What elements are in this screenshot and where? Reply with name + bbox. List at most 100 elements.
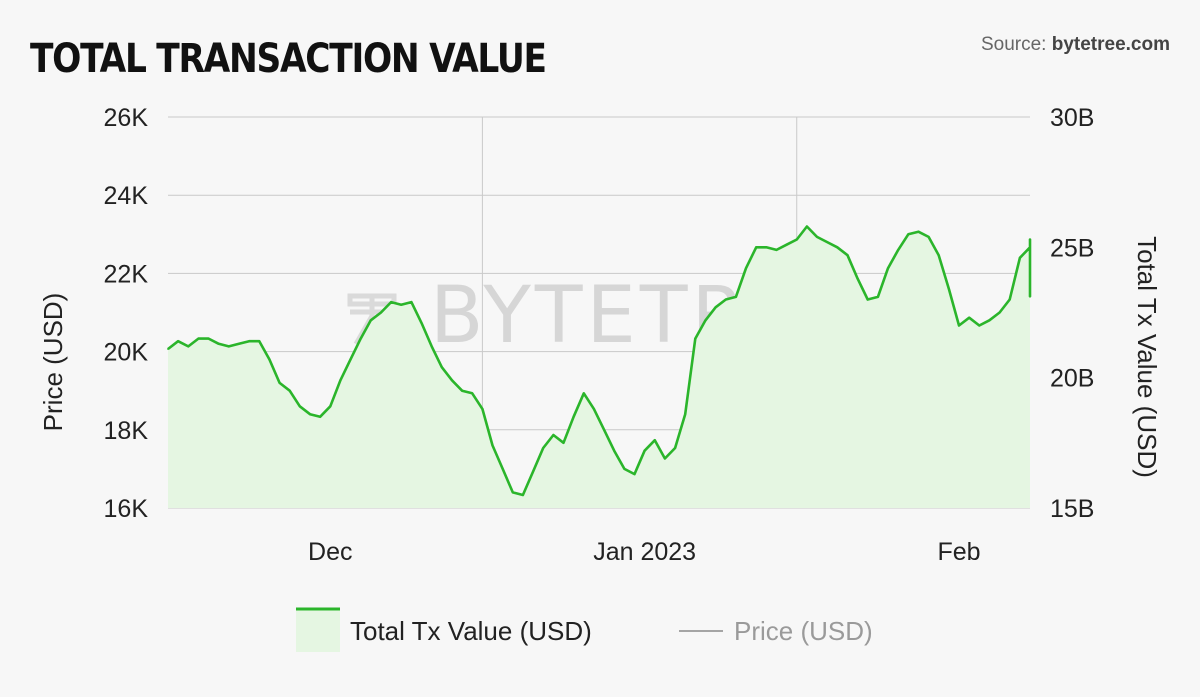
tx-value-point <box>248 340 251 343</box>
legend: Total Tx Value (USD) Price (USD) <box>296 607 873 652</box>
left-tick-label: 26K <box>104 104 149 132</box>
chart-title: TOTAL TRANSACTION VALUE <box>30 36 547 82</box>
right-tick-label: 20B <box>1050 365 1094 393</box>
tx-value-point <box>359 337 362 340</box>
tx-value-point <box>369 319 372 322</box>
tx-value-point <box>968 316 971 319</box>
tx-value-point <box>765 246 768 249</box>
tx-value-point <box>197 337 200 340</box>
tx-value-point <box>887 267 889 270</box>
tx-value-point <box>988 319 991 322</box>
tx-value-point <box>643 449 646 452</box>
tx-value-point <box>877 296 879 298</box>
left-tick-label: 24K <box>104 182 149 210</box>
tx-value-point <box>1008 298 1011 301</box>
tx-value-point <box>836 246 839 249</box>
x-tick-label: Jan 2023 <box>593 538 696 566</box>
right-tick-label: 15B <box>1050 495 1094 523</box>
tx-value-point <box>735 296 737 298</box>
tx-value-point <box>816 236 818 238</box>
right-axis-title: Total Tx Value (USD) <box>1132 236 1162 478</box>
tx-value-point <box>907 233 910 236</box>
tx-value-point <box>593 408 595 410</box>
tx-value-point <box>866 298 869 301</box>
tx-value-point <box>238 342 240 345</box>
tx-value-point <box>532 470 534 473</box>
x-tick-label: Dec <box>308 538 352 566</box>
tx-value-point <box>278 382 281 384</box>
tx-value-point <box>978 324 981 327</box>
tx-value-point <box>714 306 717 309</box>
source-credit: Source: bytetree.com <box>981 34 1170 56</box>
legend-tx-label: Total Tx Value (USD) <box>350 616 592 646</box>
x-tick-label: Feb <box>937 538 980 566</box>
tx-value-point <box>187 345 190 348</box>
tx-value-point <box>552 434 555 436</box>
tx-value-point <box>167 348 169 350</box>
tx-value-point <box>948 288 950 290</box>
tx-value-point <box>917 230 920 233</box>
tx-value-point <box>390 301 392 303</box>
tx-value-point <box>298 405 301 408</box>
tx-value-point <box>410 301 413 303</box>
tx-value-point <box>998 311 1001 314</box>
tx-value-point <box>451 379 453 382</box>
tx-value-point <box>623 468 626 470</box>
tx-value-point <box>1029 243 1031 246</box>
tx-value-point <box>572 415 575 418</box>
tx-value-point <box>897 249 900 251</box>
legend-tx-swatch <box>296 608 340 652</box>
right-tick-label: 30B <box>1050 104 1094 132</box>
tx-value-point <box>1019 256 1021 259</box>
left-axis-title: Price (USD) <box>38 293 68 432</box>
left-tick-label: 22K <box>104 260 149 288</box>
tx-value-point <box>613 449 616 452</box>
tx-value-point <box>1029 264 1031 267</box>
tx-value-point <box>958 324 960 327</box>
series-layer <box>167 225 1032 508</box>
tx-value-point <box>562 441 565 444</box>
left-tick-label: 18K <box>104 417 149 445</box>
tx-value-point <box>653 439 656 442</box>
tx-value-point <box>440 366 443 369</box>
tx-value-point <box>1029 272 1031 275</box>
tx-value-point <box>329 405 332 408</box>
tx-value-point <box>806 225 808 228</box>
tx-value-point <box>420 322 423 324</box>
tx-value-point <box>704 319 707 322</box>
tx-value-point <box>684 413 687 416</box>
tx-value-point <box>258 340 261 343</box>
tx-value-point <box>309 413 311 416</box>
tx-value-point <box>349 358 352 361</box>
tx-value-point <box>795 238 798 241</box>
tx-value-area <box>168 226 1030 508</box>
tx-value-point <box>745 267 747 270</box>
tx-value-point <box>846 254 849 257</box>
tx-value-point <box>400 303 403 306</box>
tx-value-point <box>1029 246 1031 249</box>
tx-value-point <box>227 345 230 348</box>
right-tick-label: 25B <box>1050 234 1094 262</box>
legend-price-label: Price (USD) <box>734 616 873 646</box>
tx-value-point <box>542 447 545 449</box>
tx-value-point <box>937 254 940 257</box>
tx-value-point <box>339 379 342 382</box>
source-link[interactable]: bytetree.com <box>1051 34 1170 55</box>
tx-value-point <box>1029 238 1031 241</box>
tx-value-point <box>674 447 676 449</box>
tx-value-point <box>927 236 930 238</box>
tx-value-point <box>775 249 778 251</box>
axes: 26K 24K 22K 20K 18K 16K 30B 25B 20B 15B Dec Jan 202… <box>38 104 1162 566</box>
left-tick-label: 16K <box>104 495 149 523</box>
tx-value-point <box>856 277 859 280</box>
tx-value-point <box>207 337 210 340</box>
source-prefix: Source: <box>980 34 1047 55</box>
tx-value-point <box>755 246 758 249</box>
tx-value-point <box>491 444 494 447</box>
tx-value-point <box>461 389 463 392</box>
tx-value-point <box>511 491 514 494</box>
tx-value-point <box>501 468 504 470</box>
tx-value-point <box>785 243 788 246</box>
left-tick-label: 20K <box>104 339 149 367</box>
